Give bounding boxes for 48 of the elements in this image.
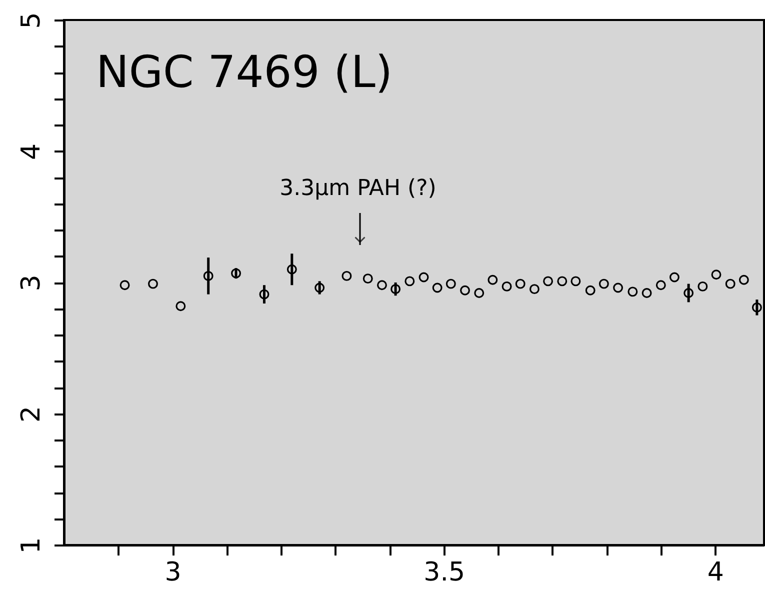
point xyxy=(711,270,722,280)
point xyxy=(404,276,415,286)
point xyxy=(698,281,708,292)
point xyxy=(377,280,387,290)
point xyxy=(557,276,568,286)
y-tick-label: 4 xyxy=(16,143,46,160)
point xyxy=(515,278,526,289)
point xyxy=(529,284,540,294)
point xyxy=(656,280,666,290)
y-tick-label: 3 xyxy=(16,274,46,292)
y-tick-label: 5 xyxy=(16,12,46,29)
point xyxy=(362,274,373,284)
point xyxy=(502,281,512,292)
point xyxy=(570,276,581,286)
point xyxy=(418,272,429,282)
point xyxy=(585,285,596,296)
annotation: 3.3μm PAH (?) xyxy=(280,176,436,201)
point xyxy=(314,282,325,293)
point xyxy=(613,282,624,293)
point xyxy=(669,272,680,282)
point xyxy=(432,282,442,293)
y-tick-label: 1 xyxy=(16,537,46,554)
point xyxy=(752,302,762,312)
text: NGC 7469 (L) xyxy=(96,47,393,98)
point xyxy=(446,278,456,289)
point xyxy=(738,274,749,285)
point xyxy=(628,286,638,297)
point xyxy=(390,284,401,294)
point xyxy=(642,288,652,298)
point xyxy=(598,278,609,289)
x-tick-label: 4 xyxy=(707,558,724,588)
point xyxy=(684,288,694,298)
point xyxy=(259,289,270,300)
point xyxy=(725,278,736,289)
point xyxy=(286,264,297,274)
point xyxy=(488,274,498,285)
x-tick-label: 3 xyxy=(164,558,182,588)
point xyxy=(120,280,130,290)
point xyxy=(474,288,484,298)
point xyxy=(460,285,470,296)
y-tick-label: 2 xyxy=(16,406,46,423)
x-tick-label: 3.5 xyxy=(424,558,466,588)
point xyxy=(231,268,241,278)
point xyxy=(342,270,352,281)
point xyxy=(203,270,214,281)
point xyxy=(176,301,186,312)
point xyxy=(148,278,158,289)
point xyxy=(543,276,554,286)
